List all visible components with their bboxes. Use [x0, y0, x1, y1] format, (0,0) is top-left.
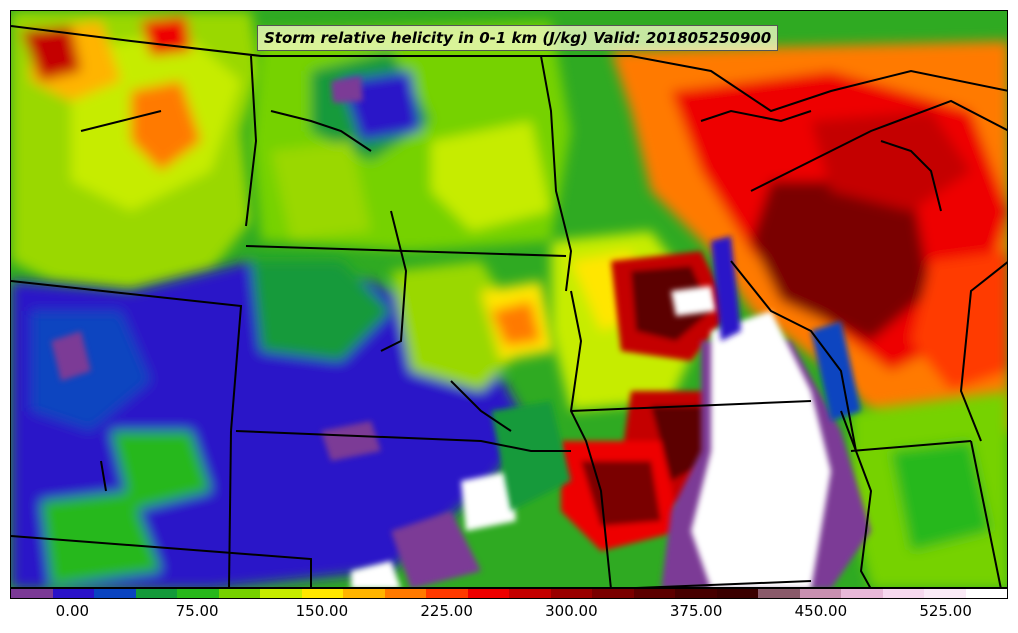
field-upper-midwest-high: [611, 41, 1007, 451]
border-dakotas-west: [245, 245, 567, 257]
border-nm: [11, 535, 312, 587]
field-north-central: [251, 21, 571, 251]
river-dakota: [380, 210, 408, 352]
colorbar-segment: [509, 589, 551, 598]
colorbar-tick-label: 300.00: [545, 602, 598, 620]
colorbar-tick-label: 375.00: [669, 602, 723, 620]
border-il: [840, 410, 873, 587]
colorbar-segment: [301, 589, 343, 598]
colorbar-segment: [260, 589, 302, 598]
colorbar-segment: [384, 589, 426, 598]
colorbar-segment: [52, 589, 94, 598]
helicity-field-map: [11, 11, 1007, 587]
colorbar-segment: [965, 589, 1007, 598]
field-off-scale: [351, 286, 831, 587]
lake-michigan-west: [880, 140, 942, 212]
colorbar-segment: [592, 589, 634, 598]
state-boundaries: [11, 25, 1007, 587]
colorbar-segment: [799, 589, 841, 598]
helicity-map: Storm relative helicity in 0-1 km (J/kg)…: [10, 10, 1008, 588]
border-mn-wi: [730, 260, 857, 452]
map-title: Storm relative helicity in 0-1 km (J/kg)…: [257, 25, 779, 51]
shoreline-superior: [700, 109, 812, 123]
river-montana: [270, 110, 372, 152]
colorbar-segment: [11, 589, 53, 598]
colorbar-segment: [716, 589, 758, 598]
colorbar-segment: [633, 589, 675, 598]
border-mi: [750, 99, 1007, 192]
colorbar-segment: [550, 589, 592, 598]
border-mi-east: [959, 261, 1007, 442]
border-colorado-north: [235, 430, 571, 452]
colorbar-tick-label: 75.00: [175, 602, 219, 620]
colorbar-segment: [467, 589, 509, 598]
border-nd-mn: [540, 55, 573, 292]
colorbar-segment: [218, 589, 260, 598]
colorbar: [10, 588, 1008, 599]
colorbar-segment: [94, 589, 136, 598]
colorbar-tick-label: 525.00: [919, 602, 972, 620]
colorbar-segment: [426, 589, 468, 598]
colorbar-segment: [758, 589, 800, 598]
field-negative-pockets: [51, 76, 481, 587]
colorbar-segment: [675, 589, 717, 598]
colorbar-tick-labels: 0.00 75.00 150.00 225.00 300.00 375.00 450.00 5…: [10, 599, 1008, 629]
colorbar-segment: [135, 589, 177, 598]
colorbar-tick-label: 0.00: [55, 602, 90, 620]
colorbar-segment: [882, 589, 924, 598]
colorbar-segment: [343, 589, 385, 598]
border-in: [970, 440, 1002, 587]
canada-border: [11, 25, 1007, 113]
border-missouri: [635, 580, 812, 587]
colorbar-segment: [177, 589, 219, 598]
colorbar-segment: [841, 589, 883, 598]
field-layers: [11, 11, 1007, 587]
river-nebraska: [450, 380, 512, 432]
river-utah: [100, 460, 107, 492]
colorbar-segment: [924, 589, 966, 598]
border-wi-east: [850, 440, 972, 452]
border-iowa-north: [570, 400, 812, 412]
border-wyoming: [11, 280, 243, 432]
colorbar-tick-label: 450.00: [794, 602, 848, 620]
colorbar-tick-label: 150.00: [295, 602, 349, 620]
field-northwest-moderate: [11, 11, 261, 291]
colorbar-tick-label: 225.00: [420, 602, 473, 620]
border-montana-east: [245, 55, 258, 227]
river-idaho: [80, 110, 162, 132]
border-kansas-west: [228, 430, 232, 587]
border-iowa-west: [569, 290, 612, 587]
